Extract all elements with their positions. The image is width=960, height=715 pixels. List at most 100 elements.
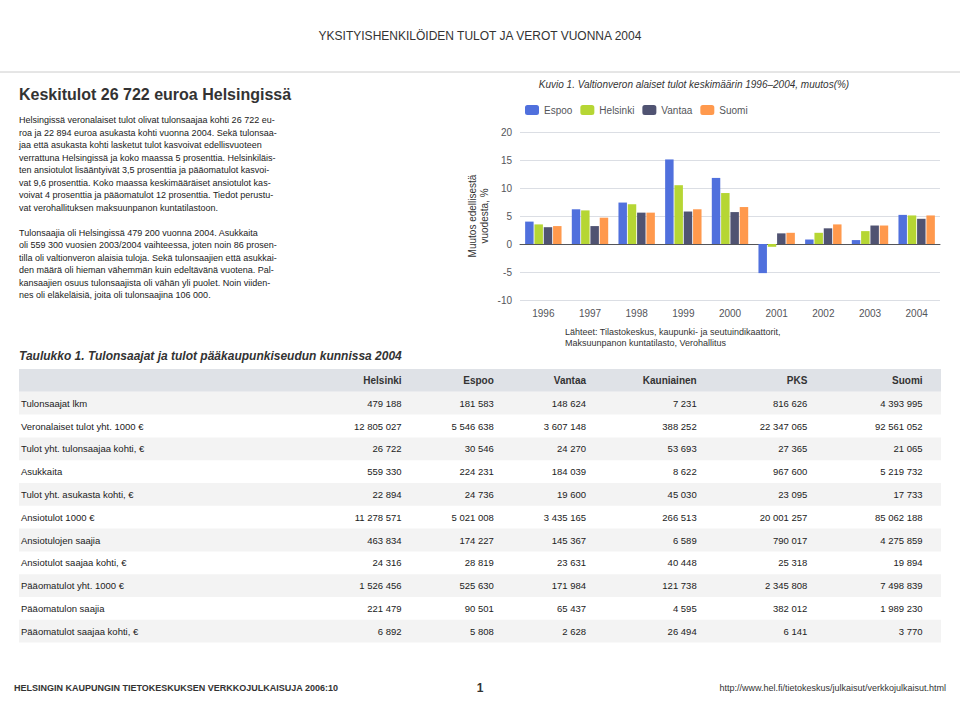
- svg-text:388 252: 388 252: [662, 421, 696, 432]
- svg-text:5 546 638: 5 546 638: [452, 421, 494, 432]
- svg-text:22 894: 22 894: [373, 489, 402, 500]
- svg-text:174 227: 174 227: [459, 535, 493, 546]
- svg-text:4 595: 4 595: [673, 603, 697, 614]
- svg-text:6 141: 6 141: [784, 626, 808, 637]
- svg-text:92 561 052: 92 561 052: [875, 421, 923, 432]
- svg-text:28 819: 28 819: [465, 557, 494, 568]
- svg-text:25 318: 25 318: [778, 557, 807, 568]
- svg-text:vat 9,6 prosenttia. Koko maass: vat 9,6 prosenttia. Koko maassa keskimää…: [19, 178, 271, 188]
- svg-text:1 989 230: 1 989 230: [880, 603, 922, 614]
- svg-text:7 231: 7 231: [673, 398, 697, 409]
- svg-text:20: 20: [501, 127, 513, 138]
- svg-text:121 738: 121 738: [662, 580, 696, 591]
- svg-text:5 808: 5 808: [470, 626, 494, 637]
- svg-text:4 275 859: 4 275 859: [880, 535, 922, 546]
- svg-text:23 631: 23 631: [557, 557, 586, 568]
- svg-text:nes oli eläkeläisiä, joita oli: nes oli eläkeläisiä, joita oli tulonsaaj…: [19, 290, 211, 300]
- svg-text:26 494: 26 494: [668, 626, 697, 637]
- svg-text:den määrä oli hieman vähemmän: den määrä oli hieman vähemmän kuin edelt…: [19, 265, 274, 275]
- svg-text:2001: 2001: [766, 308, 789, 319]
- svg-text:Tulonsaajia oli Helsingissä 47: Tulonsaajia oli Helsingissä 479 200 vuon…: [19, 228, 258, 238]
- svg-text:tilla oli valtionveron alaisia: tilla oli valtionveron alaisia tuloja. S…: [19, 253, 277, 263]
- svg-text:5 021 008: 5 021 008: [452, 512, 494, 523]
- svg-text:ten ansiotulot lisääntyivät 3,: ten ansiotulot lisääntyivät 3,5 prosentt…: [19, 165, 269, 175]
- svg-text:967 600: 967 600: [773, 466, 807, 477]
- svg-text:15: 15: [501, 155, 513, 166]
- svg-text:8 622: 8 622: [673, 466, 697, 477]
- svg-text:171 984: 171 984: [552, 580, 586, 591]
- svg-text:19 600: 19 600: [557, 489, 586, 500]
- svg-text:Ansiotulot 1000 €: Ansiotulot 1000 €: [21, 512, 95, 523]
- svg-text:Suomi: Suomi: [892, 375, 923, 386]
- svg-text:Ansiotulojen saajia: Ansiotulojen saajia: [21, 535, 101, 546]
- svg-text:30 546: 30 546: [465, 443, 494, 454]
- svg-text:6 589: 6 589: [673, 535, 697, 546]
- svg-text:Tulonsaajat lkm: Tulonsaajat lkm: [21, 398, 87, 409]
- svg-text:26 722: 26 722: [373, 443, 402, 454]
- svg-text:266 513: 266 513: [662, 512, 696, 523]
- svg-text:559 330: 559 330: [367, 466, 401, 477]
- svg-text:Pääomatulot yht. 1000 €: Pääomatulot yht. 1000 €: [21, 580, 125, 591]
- svg-text:vat verohallituksen maksuunpan: vat verohallituksen maksuunpanon kuntati…: [19, 203, 218, 213]
- svg-text:Espoo: Espoo: [463, 375, 494, 386]
- svg-text:Pääomatulon saajia: Pääomatulon saajia: [21, 603, 105, 614]
- svg-text:2002: 2002: [812, 308, 835, 319]
- svg-text:11 278 571: 11 278 571: [355, 512, 402, 523]
- svg-text:224 231: 224 231: [459, 466, 493, 477]
- svg-text:HELSINGIN KAUPUNGIN TIETOKESKU: HELSINGIN KAUPUNGIN TIETOKESKUKSEN VERKK…: [14, 683, 338, 693]
- svg-text:1: 1: [477, 681, 484, 695]
- svg-text:816 626: 816 626: [773, 398, 807, 409]
- svg-text:Suomi: Suomi: [719, 105, 747, 116]
- svg-text:3 770: 3 770: [899, 626, 923, 637]
- svg-text:Muutos edellisestä: Muutos edellisestä: [467, 174, 478, 257]
- svg-text:24 270: 24 270: [557, 443, 586, 454]
- svg-text:Asukkaita: Asukkaita: [21, 466, 63, 477]
- svg-text:voivat 4 prosenttia ja pääomat: voivat 4 prosenttia ja pääomatulot 12 pr…: [19, 190, 273, 200]
- svg-text:Helsinki: Helsinki: [363, 375, 402, 386]
- svg-text:2 345 808: 2 345 808: [765, 580, 807, 591]
- svg-text:5 219 732: 5 219 732: [880, 466, 922, 477]
- svg-text:6 892: 6 892: [378, 626, 402, 637]
- svg-text:Pääomatulot saajaa kohti, €: Pääomatulot saajaa kohti, €: [21, 626, 139, 637]
- svg-text:Helsinki: Helsinki: [599, 105, 634, 116]
- svg-text:Ansiotulot saajaa kohti, €: Ansiotulot saajaa kohti, €: [21, 557, 127, 568]
- svg-text:http://www.hel.fi/tietokeskus/: http://www.hel.fi/tietokeskus/julkaisut/…: [719, 683, 946, 693]
- svg-text:2004: 2004: [906, 308, 929, 319]
- svg-text:Vantaa: Vantaa: [554, 375, 587, 386]
- svg-text:790 017: 790 017: [773, 535, 807, 546]
- svg-text:479 188: 479 188: [367, 398, 401, 409]
- svg-text:roa ja 22 894 euroa asukasta k: roa ja 22 894 euroa asukasta kohti vuonn…: [19, 128, 277, 138]
- svg-text:3 435 165: 3 435 165: [544, 512, 586, 523]
- svg-text:181 583: 181 583: [459, 398, 493, 409]
- svg-text:4 393 995: 4 393 995: [880, 398, 922, 409]
- svg-text:12 805 027: 12 805 027: [354, 421, 402, 432]
- svg-text:Keskitulot 26 722 euroa Helsin: Keskitulot 26 722 euroa Helsingissä: [19, 86, 291, 103]
- svg-text:oli 559 300 vuosien 2003/2004: oli 559 300 vuosien 2003/2004 vaihteessa…: [19, 240, 277, 250]
- svg-text:148 624: 148 624: [552, 398, 586, 409]
- svg-text:Veronalaiset tulot yht. 1000 €: Veronalaiset tulot yht. 1000 €: [21, 421, 144, 432]
- svg-text:Vantaa: Vantaa: [661, 105, 692, 116]
- svg-text:PKS: PKS: [787, 375, 808, 386]
- svg-text:45 030: 45 030: [668, 489, 697, 500]
- svg-text:Lähteet: Tilastokeskus, kaupun: Lähteet: Tilastokeskus, kaupunki- ja seu…: [565, 327, 781, 337]
- svg-text:1 526 456: 1 526 456: [359, 580, 401, 591]
- svg-text:2 628: 2 628: [562, 626, 586, 637]
- svg-text:19 894: 19 894: [893, 557, 922, 568]
- svg-text:22 347 065: 22 347 065: [760, 421, 808, 432]
- svg-text:1997: 1997: [579, 308, 602, 319]
- svg-text:Helsingissä veronalaiset tulot: Helsingissä veronalaiset tulot olivat tu…: [19, 115, 275, 125]
- svg-text:90 501: 90 501: [465, 603, 494, 614]
- svg-text:10: 10: [501, 183, 513, 194]
- svg-text:0: 0: [506, 239, 512, 250]
- svg-text:-10: -10: [498, 295, 513, 306]
- svg-text:3 607 148: 3 607 148: [544, 421, 586, 432]
- svg-text:verrattuna Helsingissä ja koko: verrattuna Helsingissä ja koko maassa 5 …: [19, 153, 276, 163]
- svg-text:1996: 1996: [532, 308, 555, 319]
- svg-text:382 012: 382 012: [773, 603, 807, 614]
- svg-text:-5: -5: [503, 267, 512, 278]
- svg-text:Kuvio 1. Valtionveron alaiset: Kuvio 1. Valtionveron alaiset tulot kesk…: [539, 79, 849, 90]
- svg-text:65 437: 65 437: [557, 603, 586, 614]
- svg-text:221 479: 221 479: [367, 603, 401, 614]
- svg-text:20 001 257: 20 001 257: [760, 512, 808, 523]
- svg-text:5: 5: [506, 211, 512, 222]
